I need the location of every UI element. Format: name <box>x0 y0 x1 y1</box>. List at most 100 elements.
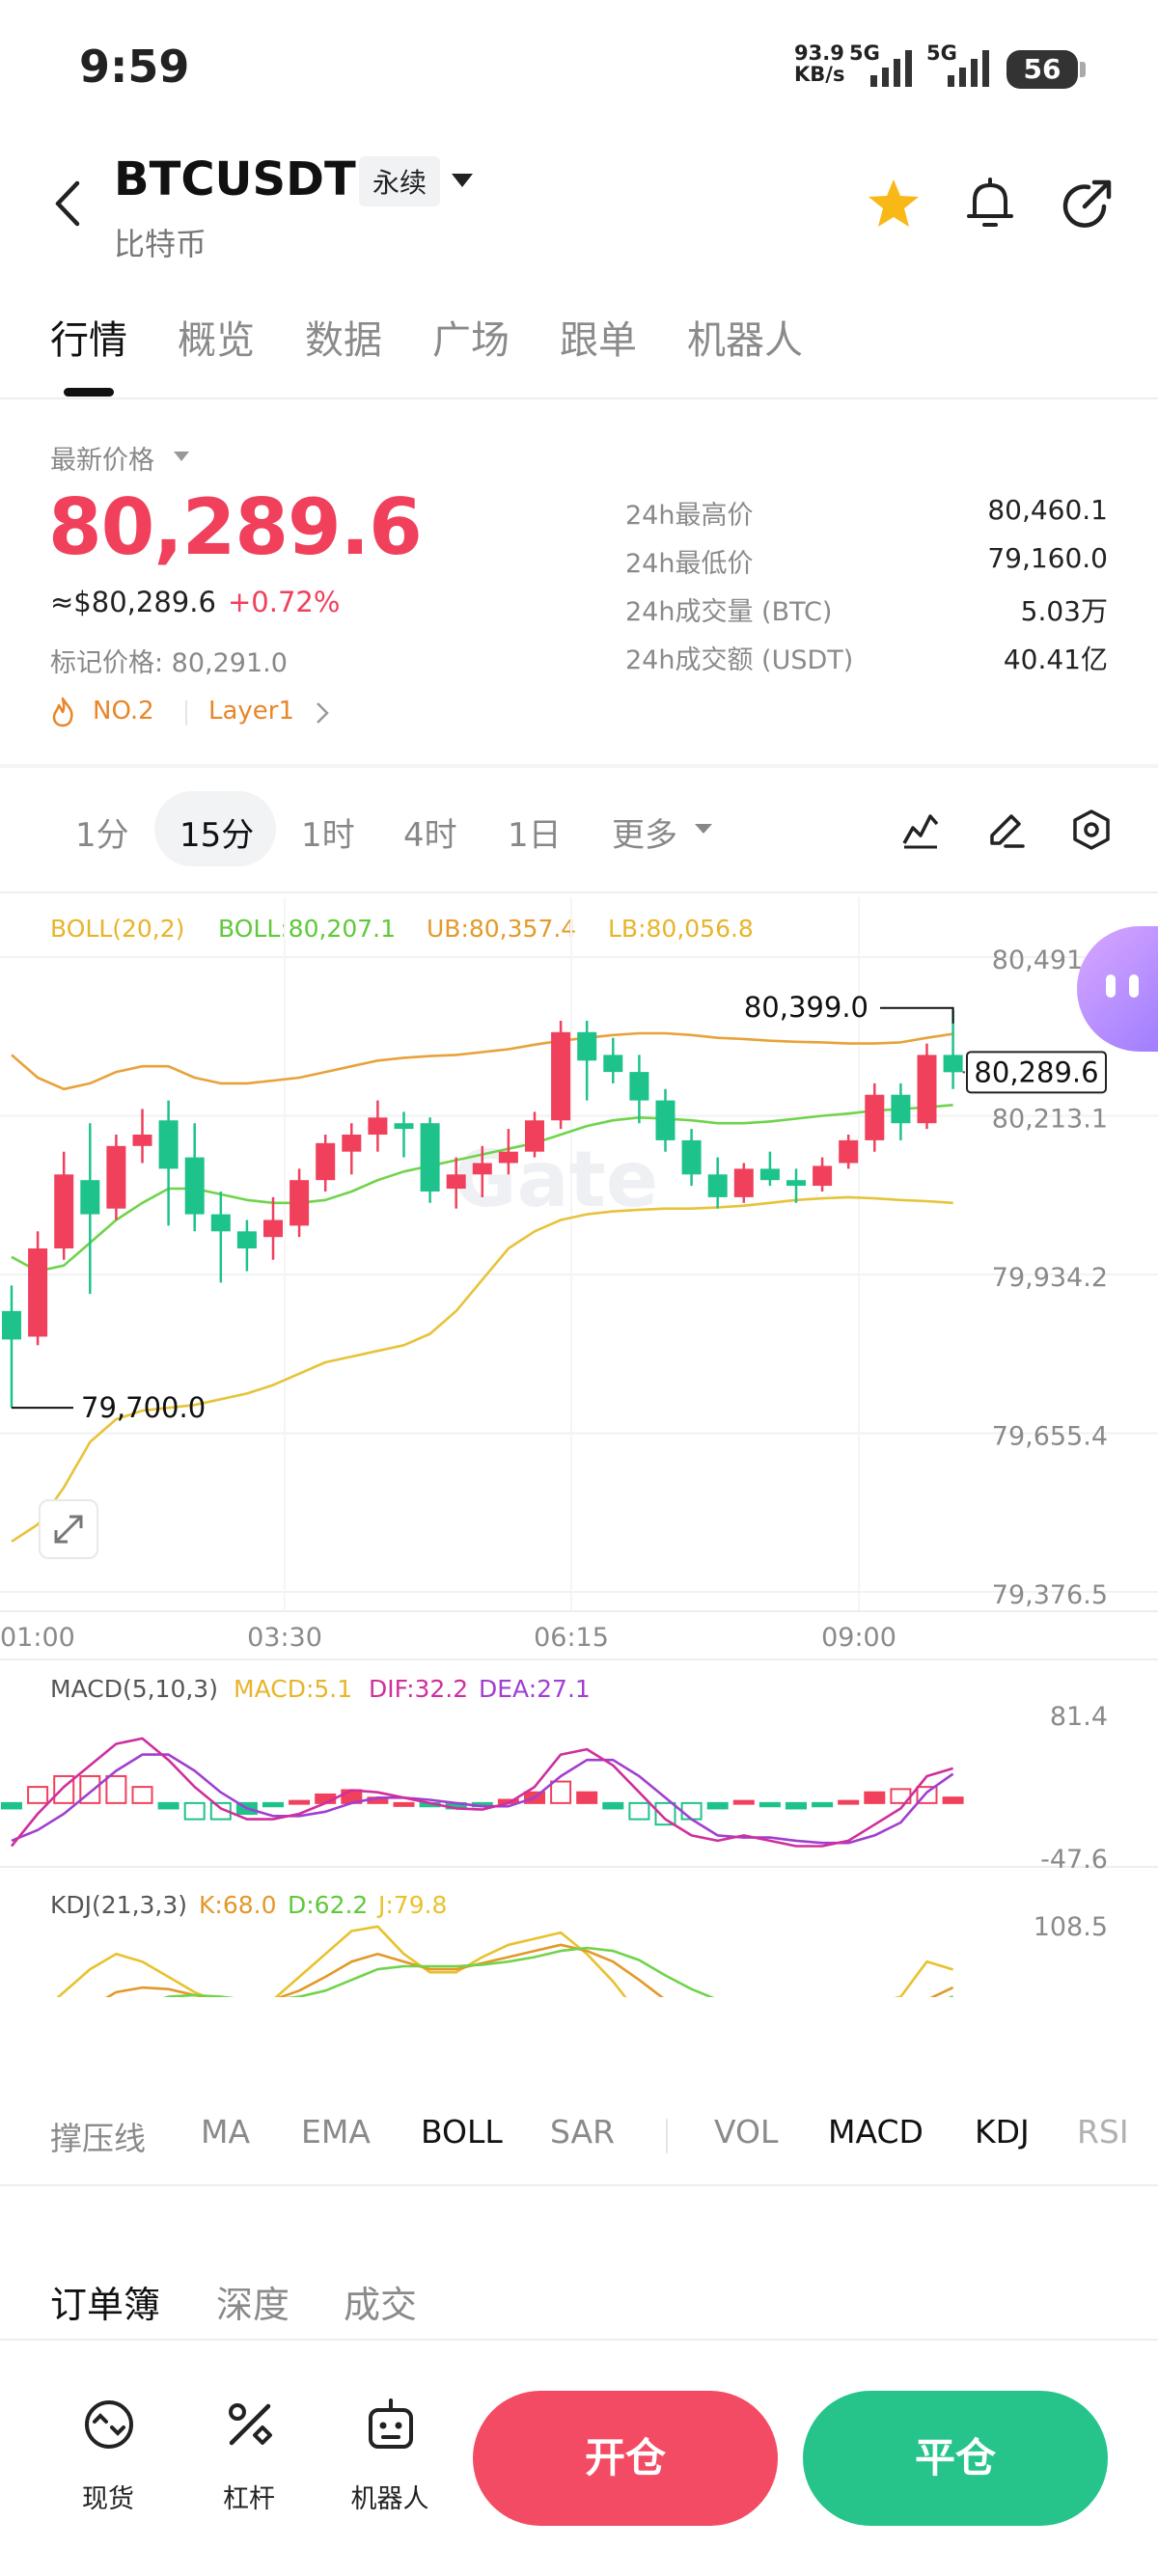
timeframe-1h[interactable]: 1时 <box>301 816 355 855</box>
timeframe-4h[interactable]: 4时 <box>403 816 457 855</box>
expand-icon <box>54 1515 83 1544</box>
bot-label: 机器人 <box>350 2484 429 2514</box>
tab-market[interactable]: 行情 <box>50 318 127 363</box>
boll-legend-lb: LB:80,056.8 <box>608 915 754 943</box>
chart-settings-icon[interactable] <box>1071 808 1112 851</box>
candle-body <box>184 1157 205 1215</box>
indicator-ma[interactable]: MA <box>201 2113 251 2151</box>
price-change-percent: +0.72% <box>228 586 341 618</box>
tab-orderbook[interactable]: 订单簿 <box>50 2284 161 2326</box>
more-dropdown-icon[interactable] <box>693 822 714 836</box>
timeframe-15m[interactable]: 15分 <box>179 816 255 855</box>
macd-histogram-bar <box>602 1801 624 1810</box>
time-tick-label: 06:15 <box>534 1623 609 1653</box>
timeframe-more[interactable]: 更多 <box>612 816 677 855</box>
bot-button[interactable]: 机器人 <box>322 2397 457 2514</box>
margin-button[interactable]: 杠杆 <box>181 2397 317 2514</box>
close-position-button[interactable]: 平仓 <box>803 2391 1108 2526</box>
candle-body <box>603 1055 623 1073</box>
rank-tag[interactable]: NO.2 <box>93 697 154 726</box>
macd-histogram-bar <box>262 1801 284 1808</box>
network-speed-unit: KB/s <box>794 63 845 86</box>
pair-dropdown-icon[interactable] <box>450 172 475 189</box>
fullscreen-button[interactable] <box>39 1499 98 1559</box>
time-tick-label: 01:00 <box>0 1623 75 1653</box>
macd-histogram-bar <box>758 1801 781 1808</box>
spot-button[interactable]: 现货 <box>41 2397 176 2514</box>
indicator-vol[interactable]: VOL <box>714 2113 779 2151</box>
stat-24h-high-value: 80,460.1 <box>987 494 1108 526</box>
indicator-boll[interactable]: BOLL <box>421 2113 503 2151</box>
macd-histogram-bar <box>864 1791 886 1804</box>
stat-24h-turnover-value: 40.41亿 <box>1003 644 1108 675</box>
candle-body <box>498 1151 518 1164</box>
back-arrow-icon[interactable] <box>50 179 83 228</box>
divider <box>0 2184 1158 2186</box>
boll-upper-band <box>11 1031 953 1091</box>
candle-body <box>236 1231 257 1248</box>
tab-trades[interactable]: 成交 <box>344 2284 418 2326</box>
macd-histogram-bar <box>732 1799 755 1805</box>
category-tag[interactable]: Layer1 <box>208 697 295 726</box>
open-position-button[interactable]: 开仓 <box>473 2391 778 2526</box>
share-icon[interactable] <box>1060 178 1114 232</box>
boll-legend-name[interactable]: BOLL(20,2) <box>50 915 185 943</box>
boll-legend-mid: BOLL:80,207.1 <box>218 915 396 943</box>
macd-legend-dea: DEA:27.1 <box>479 1675 591 1703</box>
tab-data[interactable]: 数据 <box>305 318 382 363</box>
indicator-support-resistance[interactable]: 撑压线 <box>50 2120 146 2157</box>
last-price-label[interactable]: 最新价格 <box>50 446 154 476</box>
indicator-rsi[interactable]: RSI <box>1077 2113 1127 2151</box>
section-divider <box>0 764 1158 768</box>
indicator-sar[interactable]: SAR <box>550 2113 616 2151</box>
tab-overview[interactable]: 概览 <box>178 318 255 363</box>
candle-body <box>80 1180 100 1215</box>
network-type-2: 5G <box>926 41 957 65</box>
timeframe-1d[interactable]: 1日 <box>508 816 562 855</box>
current-price-box <box>966 1051 1107 1094</box>
favorite-star-icon[interactable] <box>867 178 921 230</box>
indicator-icon[interactable] <box>901 810 940 849</box>
contract-type-badge[interactable]: 永续 <box>359 156 441 206</box>
macd-histogram-bar <box>680 1801 703 1821</box>
time-tick-label: 09:00 <box>821 1623 896 1653</box>
bell-icon[interactable] <box>965 178 1015 232</box>
indicator-macd[interactable]: MACD <box>828 2113 924 2151</box>
macd-panel: 81.4 -47.6 <box>1 1702 1108 1875</box>
network-type-1: 5G <box>849 41 880 65</box>
macd-legend-name[interactable]: MACD(5,10,3) <box>50 1675 218 1703</box>
indicator-kdj[interactable]: KDJ <box>975 2113 1030 2151</box>
stat-24h-low-label: 24h最低价 <box>625 549 754 579</box>
price-tick-label: 79,934.2 <box>992 1263 1108 1293</box>
tab-bots[interactable]: 机器人 <box>687 318 803 363</box>
macd-histogram-bar <box>183 1801 206 1821</box>
battery-indicator: 56 <box>1006 50 1086 89</box>
active-tab-indicator <box>64 388 114 397</box>
low-marker-label: 79,700.0 <box>81 1391 206 1424</box>
price-label-dropdown-icon[interactable] <box>172 450 191 463</box>
timeframe-1m[interactable]: 1分 <box>75 816 129 855</box>
candle-body <box>420 1123 440 1192</box>
candle-body <box>316 1142 336 1181</box>
candles <box>2 1009 963 1409</box>
pair-title[interactable]: BTCUSDT <box>114 152 356 206</box>
current-price-label: 80,289.6 <box>974 1055 1098 1088</box>
candle-body <box>891 1094 911 1124</box>
stat-24h-volume-label: 24h成交量 (BTC) <box>625 597 833 627</box>
chevron-right-icon[interactable] <box>315 700 330 726</box>
macd-histogram-bar <box>628 1801 650 1821</box>
tab-square[interactable]: 广场 <box>432 318 510 363</box>
kdj-legend-name[interactable]: KDJ(21,3,3) <box>50 1891 188 1919</box>
candlestick-chart[interactable]: Gate 80,491.980,213.179,934.279,655.479,… <box>0 897 1158 1997</box>
tab-depth[interactable]: 深度 <box>216 2284 290 2326</box>
draw-pencil-icon[interactable] <box>986 810 1025 849</box>
candle-body <box>472 1163 492 1175</box>
kdj-legend-k: K:68.0 <box>199 1891 277 1919</box>
candle-body <box>525 1120 544 1152</box>
candle-body <box>733 1168 754 1197</box>
indicator-ema[interactable]: EMA <box>301 2113 371 2151</box>
tab-copy-trading[interactable]: 跟单 <box>560 318 637 363</box>
candle-body <box>786 1180 806 1187</box>
candle-body <box>2 1310 21 1340</box>
pair-subtitle: 比特币 <box>114 226 207 262</box>
